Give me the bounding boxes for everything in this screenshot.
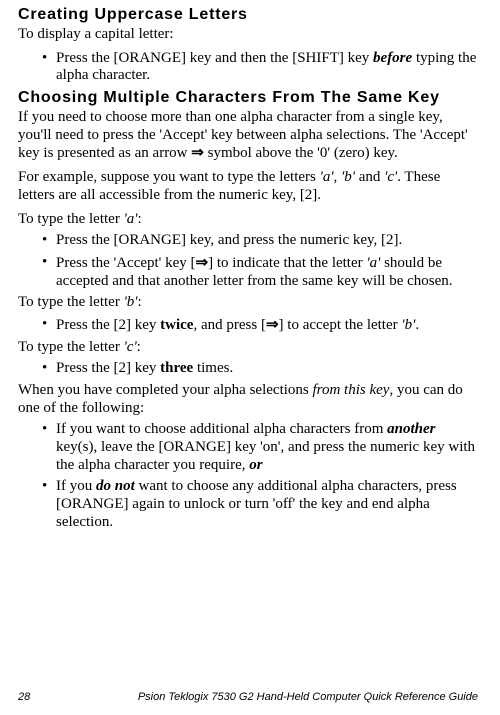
arrow-icon: ⇒	[266, 316, 279, 333]
bullet-do-not-choose: If you do not want to choose any additio…	[42, 478, 478, 531]
page-number: 28	[18, 691, 30, 703]
para-example-abc: For example, suppose you want to type th…	[18, 169, 478, 204]
intro-capital-letter: To display a capital letter:	[18, 26, 478, 44]
bullet-press-2-three: Press the [2] key three times.	[42, 360, 478, 378]
arrow-icon: ⇒	[196, 254, 209, 271]
para-completed-selections: When you have completed your alpha selec…	[18, 382, 478, 417]
para-type-b: To type the letter 'b':	[18, 294, 478, 312]
bullet-choose-additional: If you want to choose additional alpha c…	[42, 421, 478, 474]
section-title-multiple-chars: Choosing Multiple Characters From The Sa…	[18, 89, 478, 107]
bullet-orange-shift: Press the [ORANGE] key and then the [SHI…	[42, 50, 478, 85]
bullet-press-2-twice: Press the [2] key twice, and press [⇒] t…	[42, 316, 478, 335]
para-type-a: To type the letter 'a':	[18, 211, 478, 229]
para-type-c: To type the letter 'c':	[18, 339, 478, 357]
para-accept-key-desc: If you need to choose more than one alph…	[18, 109, 478, 163]
bullet-press-accept-a: Press the 'Accept' key [⇒] to indicate t…	[42, 254, 478, 290]
section-title-uppercase: Creating Uppercase Letters	[18, 6, 478, 24]
footer-title: Psion Teklogix 7530 G2 Hand-Held Compute…	[138, 691, 478, 703]
bullet-press-orange-2: Press the [ORANGE] key, and press the nu…	[42, 232, 478, 250]
arrow-icon: ⇒	[191, 144, 204, 161]
